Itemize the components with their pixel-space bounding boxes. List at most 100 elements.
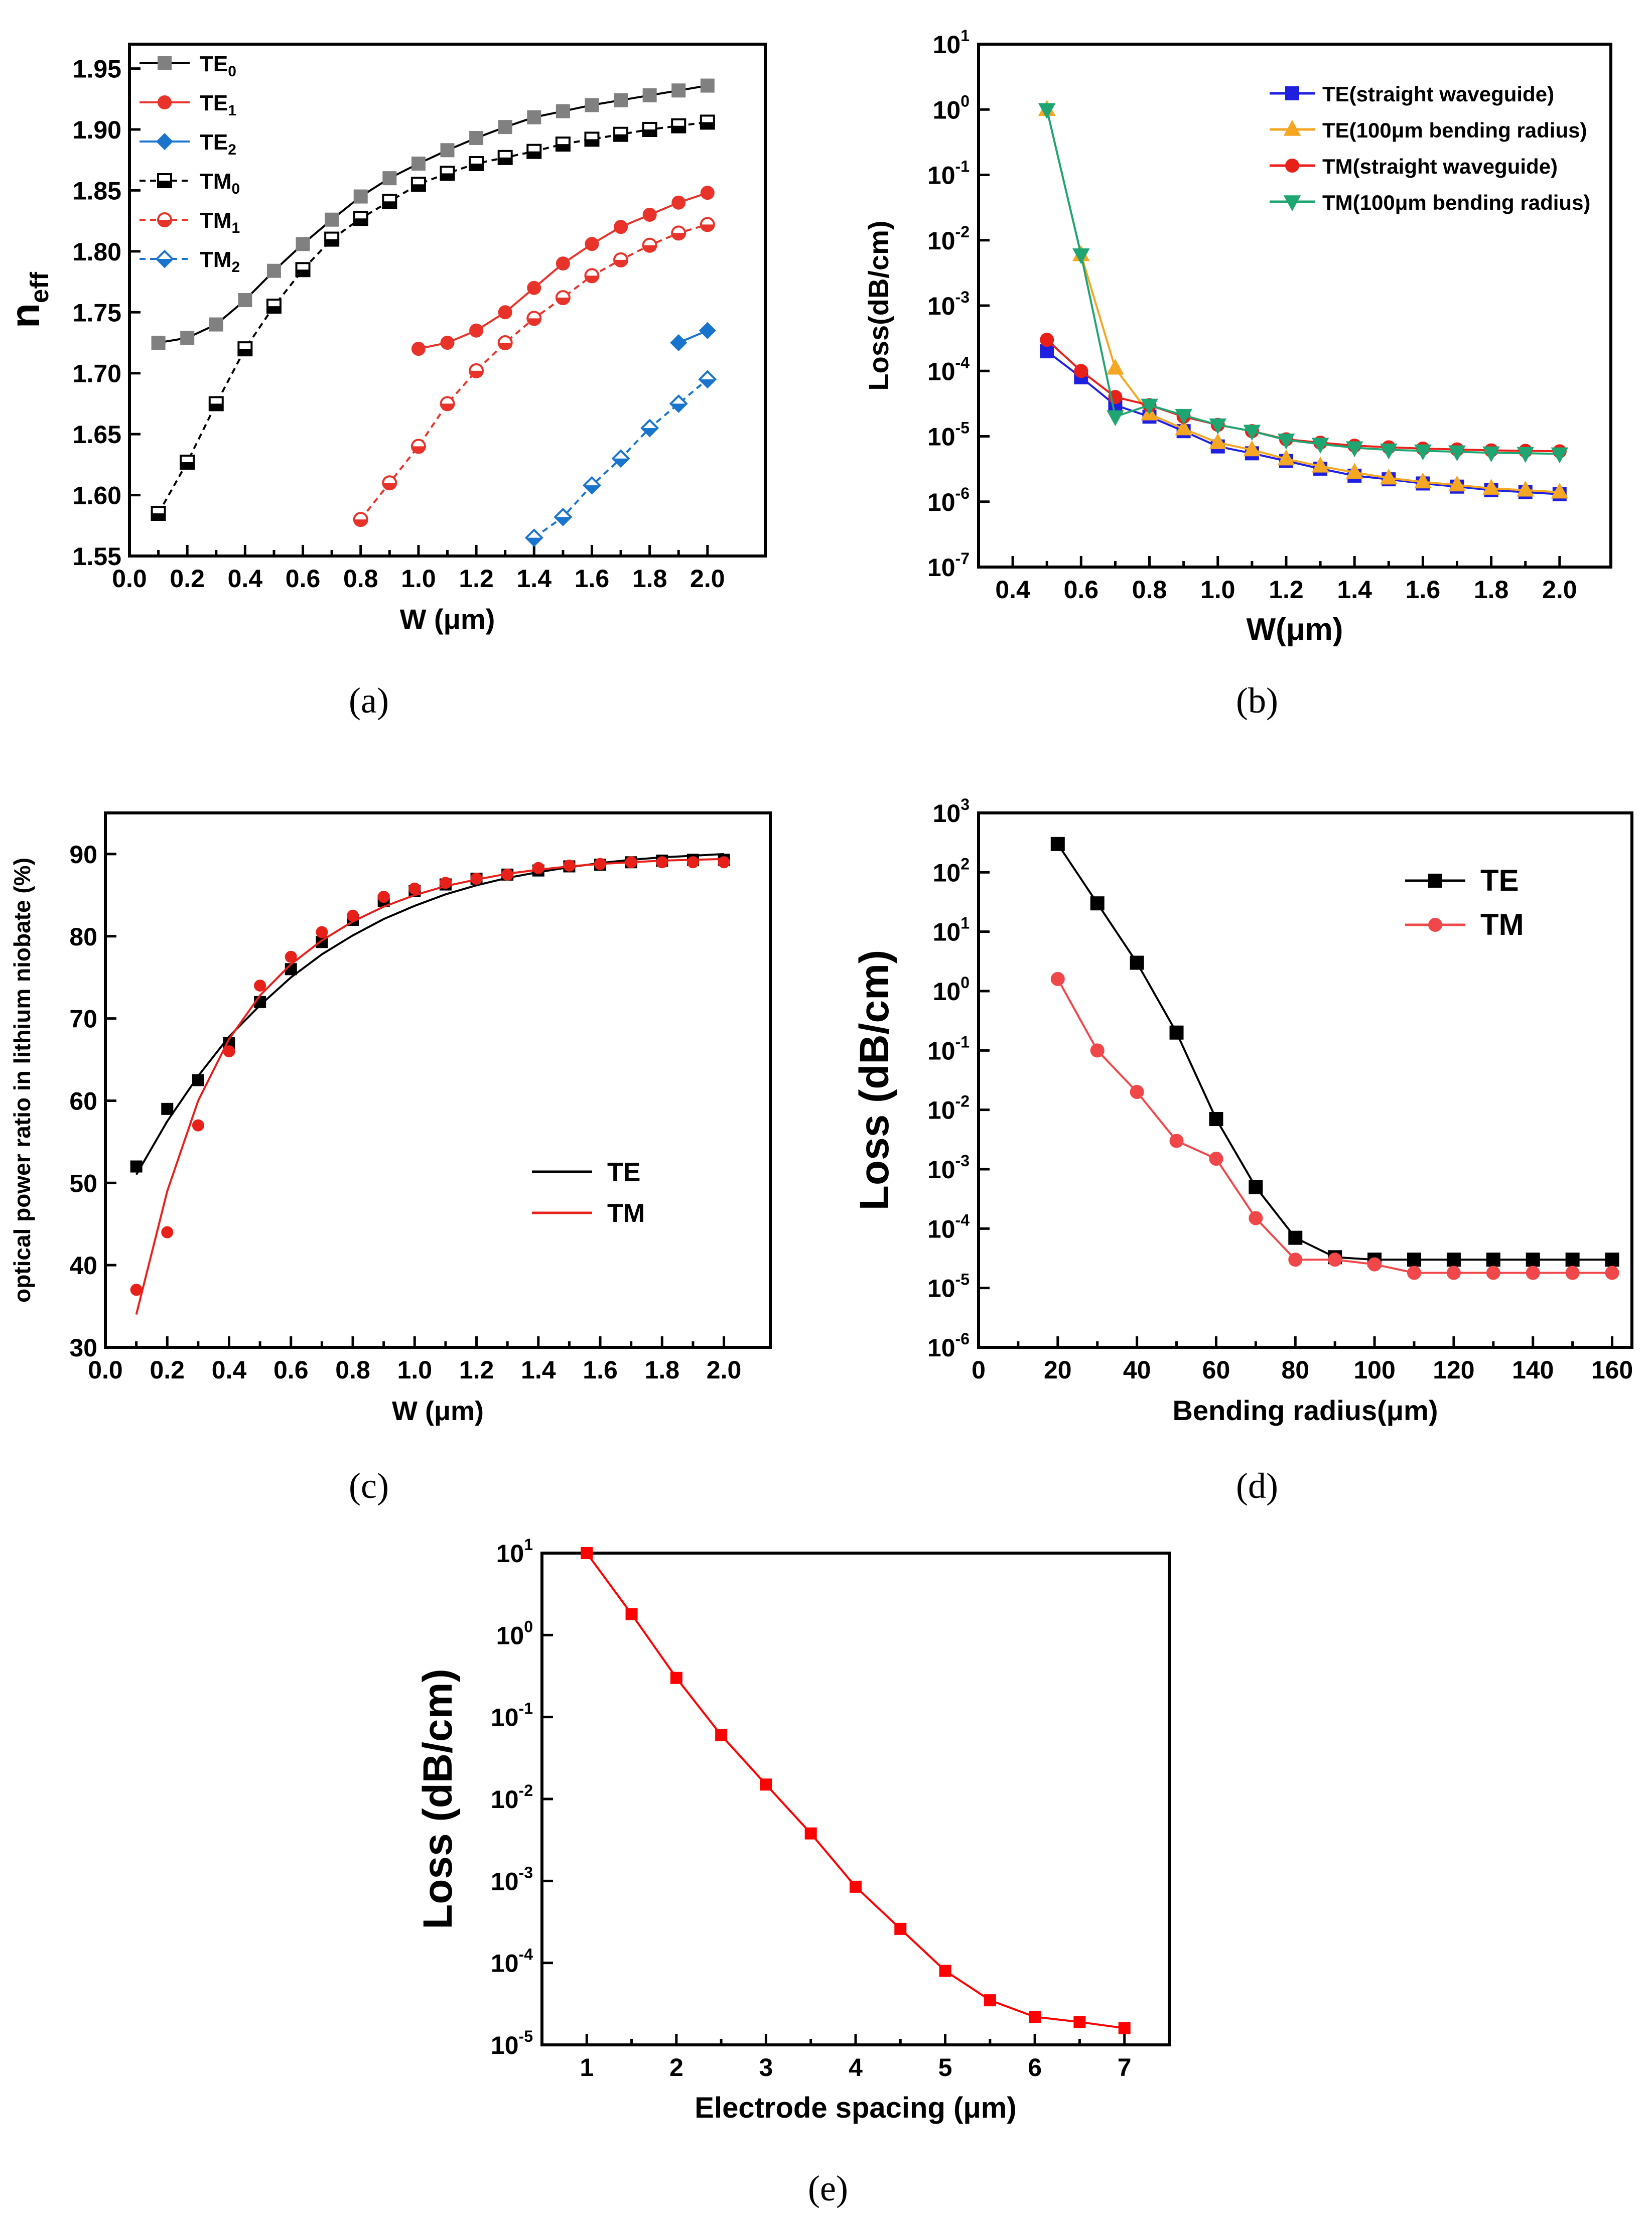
y-tick-label: 10-3 bbox=[927, 1152, 970, 1184]
data-point bbox=[1209, 1112, 1223, 1126]
legend-entry: TE(straight waveguide) bbox=[1270, 82, 1554, 106]
data-point bbox=[1249, 1180, 1263, 1194]
x-tick-label: 5 bbox=[938, 2053, 952, 2082]
legend-entry: TM0 bbox=[140, 169, 240, 197]
data-point-half bbox=[441, 173, 454, 180]
x-tick-label: 0.6 bbox=[1064, 576, 1099, 604]
data-point bbox=[470, 873, 483, 885]
data-point-half bbox=[296, 269, 310, 276]
x-tick-label: 1.8 bbox=[1474, 576, 1509, 604]
data-point bbox=[1243, 425, 1261, 441]
data-point bbox=[223, 1045, 235, 1058]
legend-marker bbox=[1285, 159, 1299, 173]
x-tick-label: 0.8 bbox=[1132, 576, 1167, 604]
series-line bbox=[1046, 109, 1560, 455]
x-tick-label: 4 bbox=[849, 2053, 863, 2082]
y-tick-label: 10-5 bbox=[927, 419, 970, 451]
data-point-half bbox=[498, 343, 512, 349]
x-tick-label: 140 bbox=[1512, 1356, 1554, 1384]
data-point bbox=[209, 317, 223, 332]
series-a-3 bbox=[151, 114, 715, 521]
data-point-half bbox=[238, 349, 252, 356]
x-tick-label: 20 bbox=[1044, 1356, 1072, 1384]
data-point bbox=[411, 157, 426, 171]
data-point bbox=[439, 877, 452, 889]
data-point-half bbox=[670, 403, 686, 412]
data-point bbox=[161, 1226, 174, 1238]
legend-marker bbox=[1285, 86, 1299, 100]
data-point bbox=[377, 891, 390, 903]
y-tick-label: 10-2 bbox=[491, 1781, 533, 1814]
data-point bbox=[440, 336, 455, 350]
legend-label: TM(100μm bending radius) bbox=[1322, 191, 1590, 214]
y-tick-label: 10-5 bbox=[491, 2027, 533, 2059]
y-tick-label: 10-2 bbox=[927, 223, 970, 255]
series-line bbox=[418, 192, 708, 350]
y-tick-label: 10-6 bbox=[927, 1330, 970, 1362]
chart-c: 0.0 0.2 0.4 0.6 0.8 1.0 1.2 1.4 1.6 1.8 2.0 30 40 50 6… bbox=[9, 811, 772, 1426]
x-tick-label: 0.2 bbox=[170, 565, 205, 593]
data-point bbox=[1551, 447, 1569, 464]
y-tick-label: 1.75 bbox=[73, 299, 121, 327]
data-point bbox=[1605, 1266, 1619, 1280]
x-tick-label: 2.0 bbox=[690, 565, 725, 593]
data-point bbox=[1169, 1025, 1184, 1040]
data-point-half bbox=[354, 519, 367, 526]
x-tick-label: 0 bbox=[972, 1356, 986, 1384]
data-point-half bbox=[672, 125, 685, 132]
panel-label-b: (b) bbox=[1236, 680, 1278, 721]
y-axis-title: Loss(dB/cm) bbox=[863, 220, 894, 390]
data-point bbox=[581, 1547, 593, 1559]
x-tick-label: 6 bbox=[1028, 2053, 1042, 2082]
legend-label: TE2 bbox=[200, 130, 236, 158]
x-tick-label: 100 bbox=[1353, 1356, 1395, 1384]
chart-a: 0.0 0.2 0.4 0.6 0.8 1.0 1.2 1.4 1.6 1.8 2.0 1.55 1.6… bbox=[3, 43, 767, 635]
data-point bbox=[715, 1729, 728, 1741]
series-line bbox=[1057, 843, 1612, 1261]
data-point bbox=[1249, 1211, 1263, 1225]
data-point-half bbox=[470, 164, 483, 170]
data-point bbox=[700, 186, 715, 200]
data-point-half bbox=[383, 483, 396, 490]
data-point-half bbox=[700, 379, 716, 387]
data-point-half bbox=[152, 513, 165, 520]
x-tick-label: 2 bbox=[669, 2053, 683, 2082]
data-point-half bbox=[585, 139, 599, 146]
y-tick-label: 1.70 bbox=[73, 360, 121, 388]
series-b-3 bbox=[1038, 103, 1569, 464]
data-point bbox=[1288, 1230, 1303, 1245]
y-tick-label: 40 bbox=[69, 1252, 97, 1280]
series-line bbox=[360, 223, 708, 520]
x-tick-label: 0.0 bbox=[88, 1356, 123, 1384]
data-point bbox=[1380, 468, 1398, 485]
x-tick-label: 1.2 bbox=[1269, 576, 1304, 604]
legend-entry: TE2 bbox=[140, 130, 236, 158]
data-point bbox=[1414, 472, 1432, 489]
data-point-half bbox=[584, 485, 600, 493]
x-tick-label: 0.4 bbox=[212, 1356, 247, 1384]
x-tick-label: 80 bbox=[1281, 1356, 1309, 1384]
legend-label: TE bbox=[607, 1158, 640, 1187]
legend-marker bbox=[156, 132, 174, 151]
data-point bbox=[894, 1922, 907, 1935]
x-tick-label: 1.2 bbox=[459, 565, 494, 593]
data-point-half bbox=[701, 224, 714, 231]
y-tick-label: 50 bbox=[69, 1169, 97, 1197]
series-a-0 bbox=[151, 78, 715, 350]
data-point bbox=[760, 1778, 772, 1791]
data-point bbox=[411, 342, 426, 356]
y-tick-label: 100 bbox=[496, 1617, 533, 1649]
y-tick-label: 102 bbox=[933, 855, 970, 887]
legend-label: TM1 bbox=[200, 208, 240, 236]
data-point bbox=[656, 856, 668, 869]
x-tick-label: 0.8 bbox=[335, 1356, 370, 1384]
data-point bbox=[469, 323, 484, 338]
data-point bbox=[850, 1880, 862, 1893]
y-tick-label: 103 bbox=[933, 795, 970, 827]
series-line bbox=[1046, 109, 1560, 493]
x-tick-label: 1.2 bbox=[459, 1356, 494, 1384]
series-line bbox=[1046, 339, 1560, 453]
series-c-0 bbox=[130, 853, 730, 1175]
data-point bbox=[699, 322, 716, 339]
